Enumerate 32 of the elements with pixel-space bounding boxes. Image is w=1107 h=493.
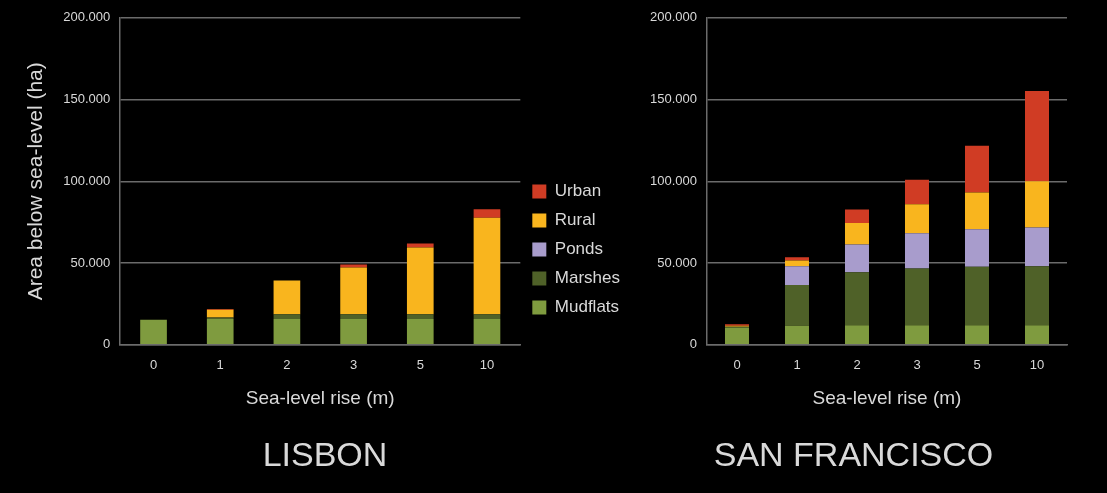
y-tick-label: 0 xyxy=(102,336,111,352)
y-tick-label: 150.000 xyxy=(63,91,111,107)
x-axis-title: Sea-level rise (m) xyxy=(812,387,962,409)
x-tick-label: 0 xyxy=(733,357,741,373)
x-tick-label: 2 xyxy=(853,357,861,373)
legend-label: Marshes xyxy=(554,268,620,288)
legend-label: Urban xyxy=(554,181,602,201)
x-tick-label: 5 xyxy=(416,357,424,373)
legend-label: Mudflats xyxy=(554,297,620,317)
legend-label: Rural xyxy=(554,210,596,230)
y-tick-label: 200.000 xyxy=(63,9,111,25)
legend-label: Ponds xyxy=(554,239,604,259)
x-tick-label: 3 xyxy=(913,357,921,373)
x-tick-label: 1 xyxy=(793,357,801,373)
text: LISBON xyxy=(262,434,388,473)
x-tick-label: 10 xyxy=(1029,357,1045,373)
x-tick-label: 3 xyxy=(349,357,358,373)
x-tick-label: 1 xyxy=(216,357,224,373)
y-tick-label: 0 xyxy=(689,336,697,352)
x-tick-label: 10 xyxy=(479,357,495,373)
x-tick-label: 2 xyxy=(283,357,291,373)
y-tick-label: 100.000 xyxy=(63,172,111,188)
y-tick-label: 200.000 xyxy=(649,9,697,25)
x-axis-title: Sea-level rise (m) xyxy=(245,387,395,409)
y-tick-label: 100.000 xyxy=(649,172,697,188)
y-axis-title: Area below sea-level (ha) xyxy=(23,62,47,301)
text: SAN FRANCISCO xyxy=(713,434,994,473)
y-tick-label: 150.000 xyxy=(649,91,697,107)
y-tick-label: 50.000 xyxy=(70,254,111,270)
x-tick-label: 5 xyxy=(973,357,981,373)
x-tick-label: 0 xyxy=(149,357,158,373)
y-tick-label: 50.000 xyxy=(657,254,697,270)
